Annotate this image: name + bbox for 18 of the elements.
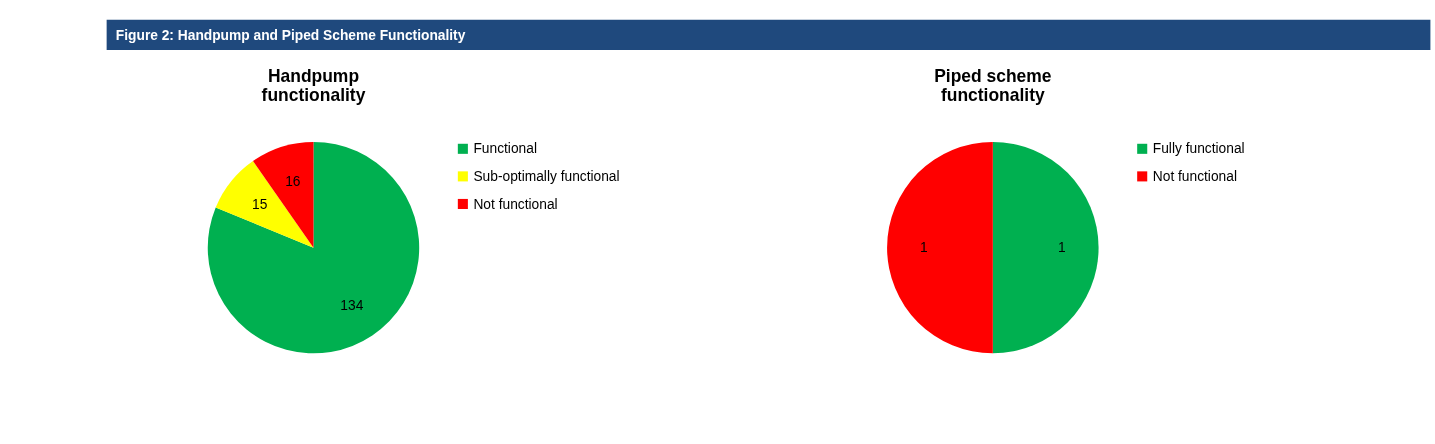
legend-label: Not functional (473, 196, 558, 212)
legend-label: Not functional (1152, 168, 1237, 184)
pie-slice (252, 141, 314, 248)
data-label: 1 (920, 240, 928, 256)
chart-title: Piped scheme functionality (934, 66, 1052, 106)
pie-slice (887, 141, 993, 354)
pie-slice (207, 141, 420, 354)
data-label: 1 (1057, 240, 1066, 256)
legend-label: Functional (473, 141, 537, 157)
pie-slice (215, 160, 314, 248)
data-label: 134 (340, 297, 364, 313)
data-label: 15 (252, 197, 268, 213)
chart-title: Handpump functionality (261, 66, 366, 106)
pie-slice (992, 141, 1099, 354)
legend-label: Sub-optimally functional (473, 168, 620, 184)
legend-label: Fully functional (1152, 141, 1245, 157)
caption: Figure 2: Handpump and Piped Scheme Functionality (115, 27, 466, 43)
data-label: 16 (285, 174, 301, 190)
